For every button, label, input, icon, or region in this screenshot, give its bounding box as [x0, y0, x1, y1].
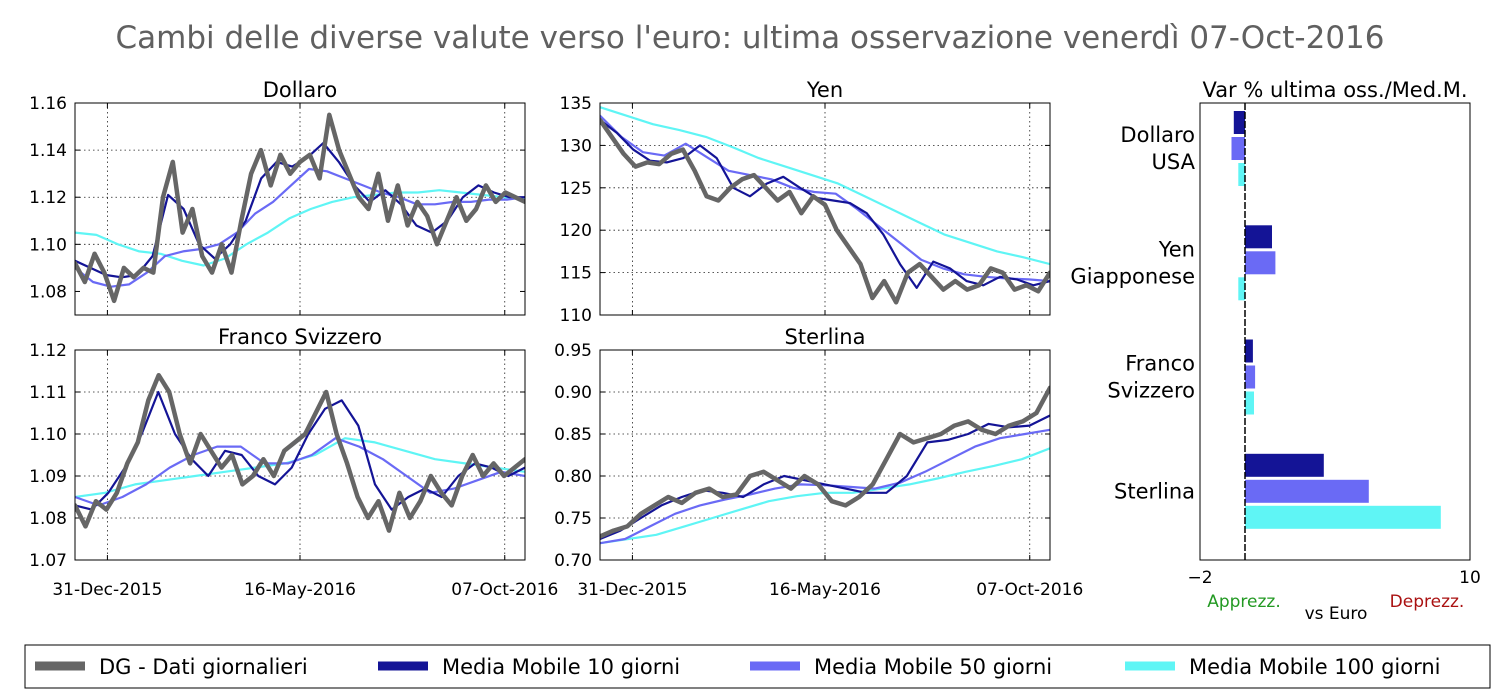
category-label: Franco: [1125, 352, 1195, 376]
category-label: Sterlina: [1114, 479, 1195, 503]
series-line-daily: [600, 385, 1050, 539]
series-line-ma100: [75, 189, 525, 267]
depreciation-note: Deprezz.: [1390, 592, 1465, 612]
bar-ma10: [1245, 339, 1253, 363]
bar-ma50: [1245, 251, 1276, 275]
plot-frame: [599, 349, 1051, 561]
bar-ma10: [1245, 225, 1272, 249]
y-tick-label: 1.12: [29, 341, 67, 361]
line-panel-1: 110 115 120 125 130 135 Yen: [560, 78, 1051, 326]
legend-label: Media Mobile 10 giorni: [442, 655, 680, 679]
plot-frame: [74, 349, 526, 561]
bar-ma10: [1233, 111, 1246, 134]
bar-panel: Dollaro USA Yen Giapponese Franco Svizzero Ste…: [1070, 78, 1480, 624]
y-tick-label: 115: [560, 264, 592, 284]
panel-title: Sterlina: [785, 325, 866, 349]
y-tick-label: 0.70: [554, 551, 592, 571]
panel-title: Yen: [806, 78, 843, 102]
panel-title: Var % ultima oss./Med.M.: [1202, 78, 1467, 102]
series-line-daily: [75, 372, 525, 533]
y-tick-label: 0.80: [554, 467, 592, 487]
x-tick-label: 16-May-2016: [769, 580, 881, 600]
x-tick-label: 10: [1459, 568, 1481, 588]
y-tick-label: 120: [560, 221, 592, 241]
bar-ma100: [1245, 505, 1441, 529]
category-label: Svizzero: [1107, 379, 1195, 403]
y-tick-label: 1.09: [29, 467, 67, 487]
y-tick-label: 130: [560, 136, 592, 156]
bar-ma50: [1245, 479, 1369, 503]
legend-label: Media Mobile 50 giorni: [814, 655, 1052, 679]
legend-label: Media Mobile 100 giorni: [1189, 655, 1441, 679]
x-tick-label: 31-Dec-2015: [577, 580, 687, 600]
x-tick-label: 16-May-2016: [244, 580, 356, 600]
series-line-ma10: [75, 390, 525, 511]
y-tick-label: 1.10: [29, 425, 67, 445]
y-tick-label: 1.16: [29, 94, 67, 114]
y-tick-label: 1.07: [29, 551, 67, 571]
y-tick-label: 1.08: [29, 282, 67, 302]
bar-ma100: [1245, 391, 1254, 415]
y-tick-label: 0.95: [554, 341, 592, 361]
x-axis-label: vs Euro: [1305, 604, 1368, 624]
plot-frame: [74, 102, 526, 316]
series-line-ma50: [600, 114, 1050, 283]
y-tick-label: 1.11: [29, 383, 67, 403]
series-line-daily: [75, 112, 525, 304]
x-tick-label: 31-Dec-2015: [52, 580, 162, 600]
appreciation-note: Apprezz.: [1207, 592, 1281, 612]
x-tick-label: 07-Oct-2016: [976, 580, 1083, 600]
bar-ma50: [1231, 137, 1245, 160]
bar-ma10: [1245, 453, 1324, 477]
category-label: USA: [1152, 150, 1196, 174]
y-tick-label: 0.90: [554, 383, 592, 403]
y-tick-label: 135: [560, 94, 592, 114]
y-tick-label: 1.12: [29, 188, 67, 208]
plot-frame: [599, 102, 1051, 316]
y-tick-label: 1.14: [29, 141, 67, 161]
series-line-ma10: [600, 118, 1050, 289]
bar-ma100: [1238, 277, 1246, 301]
category-label: Dollaro: [1120, 123, 1195, 147]
figure-title: Cambi delle diverse valute verso l'euro:…: [115, 20, 1384, 56]
series-group: [75, 372, 525, 533]
category-label: Giapponese: [1070, 264, 1195, 288]
y-tick-label: 1.08: [29, 509, 67, 529]
bar-ma50: [1245, 365, 1256, 389]
series-line-ma100: [600, 106, 1050, 266]
y-tick-label: 1.10: [29, 235, 67, 255]
y-tick-label: 0.75: [554, 509, 592, 529]
y-tick-label: 110: [560, 306, 592, 326]
y-tick-label: 125: [560, 179, 592, 199]
line-panel-3: 31-Dec-2015 16-May-2016 07-Oct-2016 0.70 0.7…: [554, 325, 1083, 600]
series-line-daily: [600, 117, 1050, 305]
legend-label: DG - Dati giornalieri: [99, 655, 308, 679]
x-tick-label: −2: [1187, 568, 1212, 588]
bar-ma100: [1238, 163, 1246, 186]
panel-title: Franco Svizzero: [218, 325, 382, 349]
series-group: [600, 106, 1050, 305]
x-tick-label: 07-Oct-2016: [451, 580, 558, 600]
line-panel-2: 31-Dec-2015 16-May-2016 07-Oct-2016 1.07 1.0…: [29, 325, 558, 600]
y-tick-label: 0.85: [554, 425, 592, 445]
plot-frame: [1199, 102, 1471, 561]
line-panel-0: 1.08 1.10 1.12 1.14 1.16 Dollaro: [29, 78, 526, 316]
category-label: Yen: [1158, 237, 1195, 261]
legend: DG - Dati giornalieri Media Mobile 10 gio…: [24, 644, 1491, 689]
series-group: [75, 112, 525, 304]
series-group: [600, 385, 1050, 545]
series-line-ma50: [75, 437, 525, 507]
panel-title: Dollaro: [263, 78, 338, 102]
